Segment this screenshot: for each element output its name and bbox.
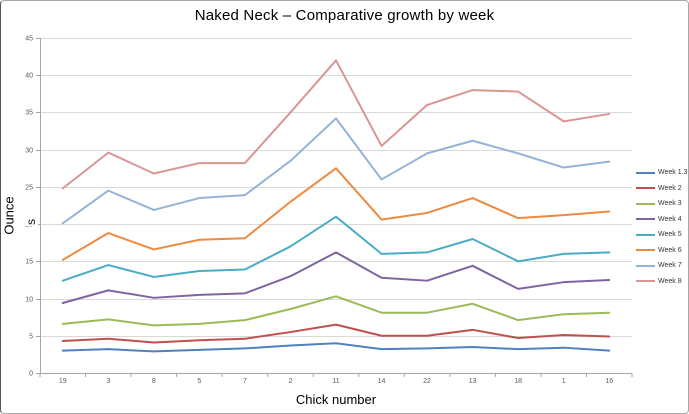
x-tick-label: 16 (605, 378, 614, 385)
series-line-week-5 (61, 215, 611, 282)
series-line-week-1-3 (61, 342, 611, 353)
legend-item: Week 8 (636, 274, 687, 290)
x-tick-label: 8 (151, 378, 156, 385)
x-tick-label: 1 (561, 378, 566, 385)
legend-swatch (636, 280, 655, 283)
y-tick-label: 5 (29, 333, 33, 340)
legend-item: Week 3 (636, 196, 687, 212)
legend-label: Week 5 (658, 231, 682, 239)
legend-swatch (636, 233, 655, 236)
y-tick-label: 10 (25, 296, 33, 303)
legend-item: Week 4 (636, 212, 687, 228)
series-line-week-2 (61, 323, 611, 344)
series-line-week-4 (61, 251, 611, 305)
legend-item: Week 2 (636, 181, 687, 197)
chart-title: Naked Neck – Comparative growth by week (194, 7, 495, 24)
series-line-week-7 (61, 117, 611, 225)
legend: Week 1.3 Week 2 Week 3 Week 4 Week 5 Week 6 We… (636, 165, 687, 289)
legend-label: Week 7 (658, 262, 682, 270)
legend-label: Week 3 (658, 200, 682, 208)
y-tick-label: 25 (25, 184, 33, 191)
legend-item: Week 6 (636, 243, 687, 259)
legend-label: Week 6 (658, 246, 682, 254)
legend-label: Week 2 (658, 184, 682, 192)
legend-swatch (636, 218, 655, 221)
x-tick-label: 22 (423, 378, 431, 385)
x-tick-label: 13 (468, 378, 477, 385)
series-line-week-8 (61, 59, 611, 190)
legend-swatch (636, 264, 655, 267)
x-axis-title: Chick number (295, 392, 377, 407)
y-axis-title: Ounce (1, 196, 17, 235)
y-tick-label: 45 (25, 35, 33, 42)
legend-swatch (636, 249, 655, 252)
legend-label: Week 4 (658, 215, 682, 223)
legend-swatch (636, 202, 655, 205)
y-tick-label: 30 (25, 147, 33, 154)
y-tick-label: 15 (25, 258, 33, 265)
x-tick-label: 5 (197, 378, 202, 385)
legend-label: Week 8 (658, 277, 682, 285)
legend-swatch (636, 187, 655, 190)
legend-item: Week 1.3 (636, 165, 687, 181)
y-axis-title-wrap: s (24, 218, 38, 226)
y-tick-label: 0 (29, 370, 33, 377)
x-tick-label: 11 (332, 378, 340, 385)
legend-label: Week 1.3 (658, 169, 688, 177)
series-line-week-3 (61, 295, 611, 327)
y-tick-label: 40 (25, 72, 33, 79)
x-tick-label: 2 (288, 378, 293, 385)
x-tick-label: 14 (377, 378, 386, 385)
legend-item: Week 5 (636, 227, 687, 243)
x-tick-label: 19 (58, 378, 67, 385)
series-line-week-6 (61, 167, 611, 261)
legend-swatch (636, 171, 655, 174)
x-tick-label: 7 (242, 378, 247, 385)
x-tick-label: 18 (514, 378, 523, 385)
y-tick-label: 35 (25, 109, 33, 116)
legend-item: Week 7 (636, 258, 687, 274)
x-tick-label: 3 (106, 378, 111, 385)
